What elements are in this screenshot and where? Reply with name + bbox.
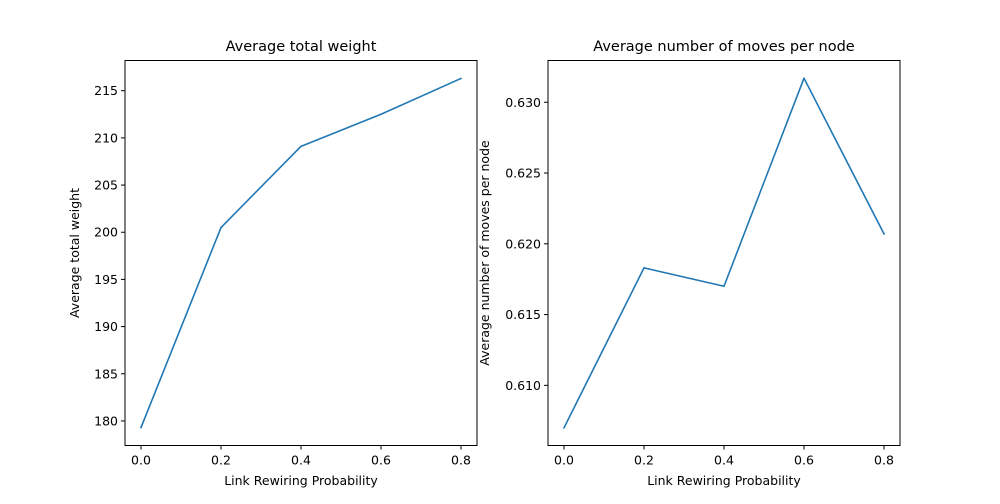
data-point	[803, 77, 805, 79]
y-tick-label: 185	[94, 366, 118, 381]
x-tick-label: 0.4	[291, 453, 311, 468]
x-tick-label: 0.0	[554, 453, 574, 468]
chart-title: Average number of moves per node	[593, 39, 855, 55]
y-tick-label: 180	[94, 413, 118, 428]
x-tick-group: 0.0 0.2 0.4 0.6 0.8	[131, 445, 471, 468]
y-tick-label: 200	[94, 225, 118, 240]
y-axis-label: Average total weight	[67, 188, 82, 318]
x-tick-label: 0.2	[211, 453, 231, 468]
data-point	[140, 426, 142, 429]
y-tick-label: 0.625	[505, 166, 541, 181]
plot-frame	[547, 60, 901, 446]
series-group	[563, 77, 885, 429]
y-tick-label: 0.610	[505, 378, 541, 393]
x-tick-label: 0.6	[794, 453, 814, 468]
x-axis-label: Link Rewiring Probability	[647, 473, 801, 488]
x-tick-label: 0.8	[451, 453, 471, 468]
data-point	[883, 233, 885, 235]
data-point	[300, 145, 302, 148]
y-tick-label: 210	[94, 130, 118, 145]
y-tick-label: 190	[94, 319, 118, 334]
x-tick-label: 0.0	[131, 453, 151, 468]
x-tick-group: 0.0 0.2 0.4 0.6 0.8	[554, 445, 894, 468]
data-point	[563, 427, 565, 429]
data-point	[220, 226, 222, 229]
data-point	[643, 267, 645, 269]
data-point	[460, 77, 462, 80]
series-line	[140, 77, 462, 429]
y-tick-label: 0.620	[505, 236, 541, 251]
x-tick-label: 0.6	[371, 453, 391, 468]
y-tick-label: 0.630	[505, 95, 541, 110]
series-group	[140, 77, 462, 429]
x-axis-label: Link Rewiring Probability	[224, 473, 378, 488]
y-axis-label: Average number of moves per node	[477, 140, 492, 366]
data-point	[723, 285, 725, 288]
y-tick-label: 195	[94, 272, 118, 287]
y-tick-group: 180 185 190 195 200 205 210 215	[94, 83, 125, 428]
y-tick-label: 0.615	[505, 307, 541, 322]
plot-frame	[124, 60, 478, 446]
data-point	[380, 113, 382, 116]
chart-average-total-weight: Average total weight 0.0 0.2 0.4 0.6 0.8 180…	[67, 39, 478, 488]
x-tick-label: 0.4	[714, 453, 734, 468]
series-line	[563, 77, 885, 429]
y-tick-label: 215	[94, 83, 118, 98]
x-tick-label: 0.2	[634, 453, 654, 468]
chart-title: Average total weight	[226, 39, 377, 55]
chart-average-moves-per-node: Average number of moves per node 0.0 0.2 0…	[477, 39, 901, 488]
y-tick-group: 0.610 0.615 0.620 0.625 0.630	[505, 95, 548, 393]
x-tick-label: 0.8	[874, 453, 894, 468]
y-tick-label: 205	[94, 178, 118, 193]
